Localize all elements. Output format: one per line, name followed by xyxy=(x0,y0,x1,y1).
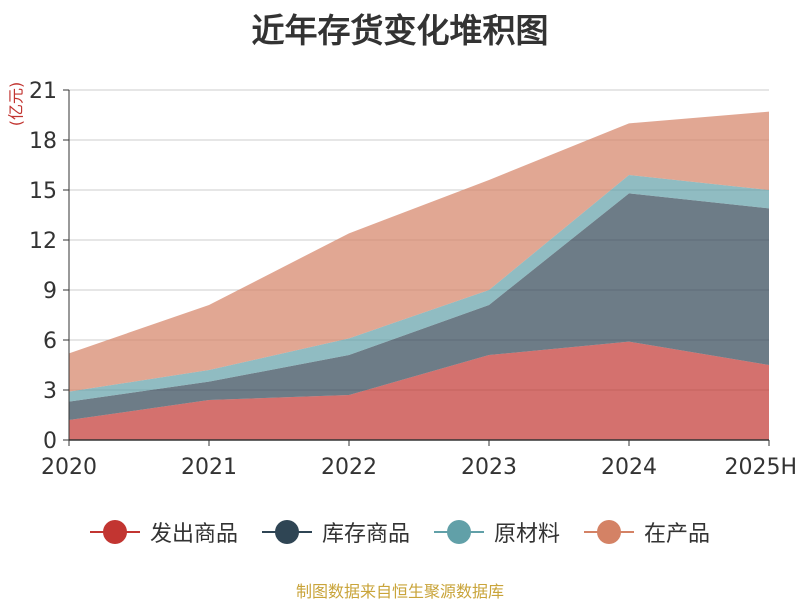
x-tick-label: 2025H xyxy=(724,455,797,480)
tick-labels: 0 3 6 9 12 15 18 21 2020 2021 2022 2023 2024 2025H xyxy=(29,79,797,480)
area-3 xyxy=(69,175,769,402)
area-2 xyxy=(69,193,769,420)
legend-marker xyxy=(447,520,471,544)
axes xyxy=(63,89,770,446)
legend-marker xyxy=(274,520,299,544)
area-1 xyxy=(69,341,769,440)
area-series xyxy=(69,111,769,440)
y-tick-label: 9 xyxy=(43,279,57,304)
legend-swatch xyxy=(434,520,484,544)
x-tick-label: 2024 xyxy=(601,455,657,480)
legend-label: 原材料 xyxy=(494,522,561,547)
y-tick-label: 0 xyxy=(43,429,57,454)
legend-marker xyxy=(102,520,127,544)
chart-title: 近年存货变化堆积图 xyxy=(251,11,549,50)
legend-swatch xyxy=(584,520,635,544)
x-tick-label: 2020 xyxy=(41,455,97,480)
legend-item[interactable]: 库存商品 xyxy=(261,516,410,548)
y-tick-label: 6 xyxy=(43,329,57,354)
legend-label: 在产品 xyxy=(644,522,711,547)
y-tick-label: 3 xyxy=(43,379,57,404)
x-tick-label: 2023 xyxy=(461,455,517,480)
y-tick-label: 18 xyxy=(29,129,57,154)
legend-swatch xyxy=(261,520,312,544)
y-tick-label: 21 xyxy=(29,79,57,104)
x-tick-label: 2022 xyxy=(321,455,377,480)
legend-label: 发出商品 xyxy=(149,522,238,547)
y-tick-label: 12 xyxy=(29,229,57,254)
legend-item[interactable]: 在产品 xyxy=(584,516,710,548)
y-axis-unit: (亿元) xyxy=(6,81,26,127)
source-note: 制图数据来自恒生聚源数据库 xyxy=(295,582,504,601)
legend-swatch xyxy=(89,520,140,544)
legend-item[interactable]: 发出商品 xyxy=(89,516,238,548)
y-tick-label: 15 xyxy=(29,179,57,204)
x-tick-label: 2021 xyxy=(181,455,237,480)
legend-item[interactable]: 原材料 xyxy=(434,516,560,548)
legend-label: 库存商品 xyxy=(321,522,410,547)
legend-marker xyxy=(597,520,622,544)
area-4 xyxy=(69,111,769,392)
legend: 发出商品 库存商品 原材料 在产品 xyxy=(0,516,800,548)
